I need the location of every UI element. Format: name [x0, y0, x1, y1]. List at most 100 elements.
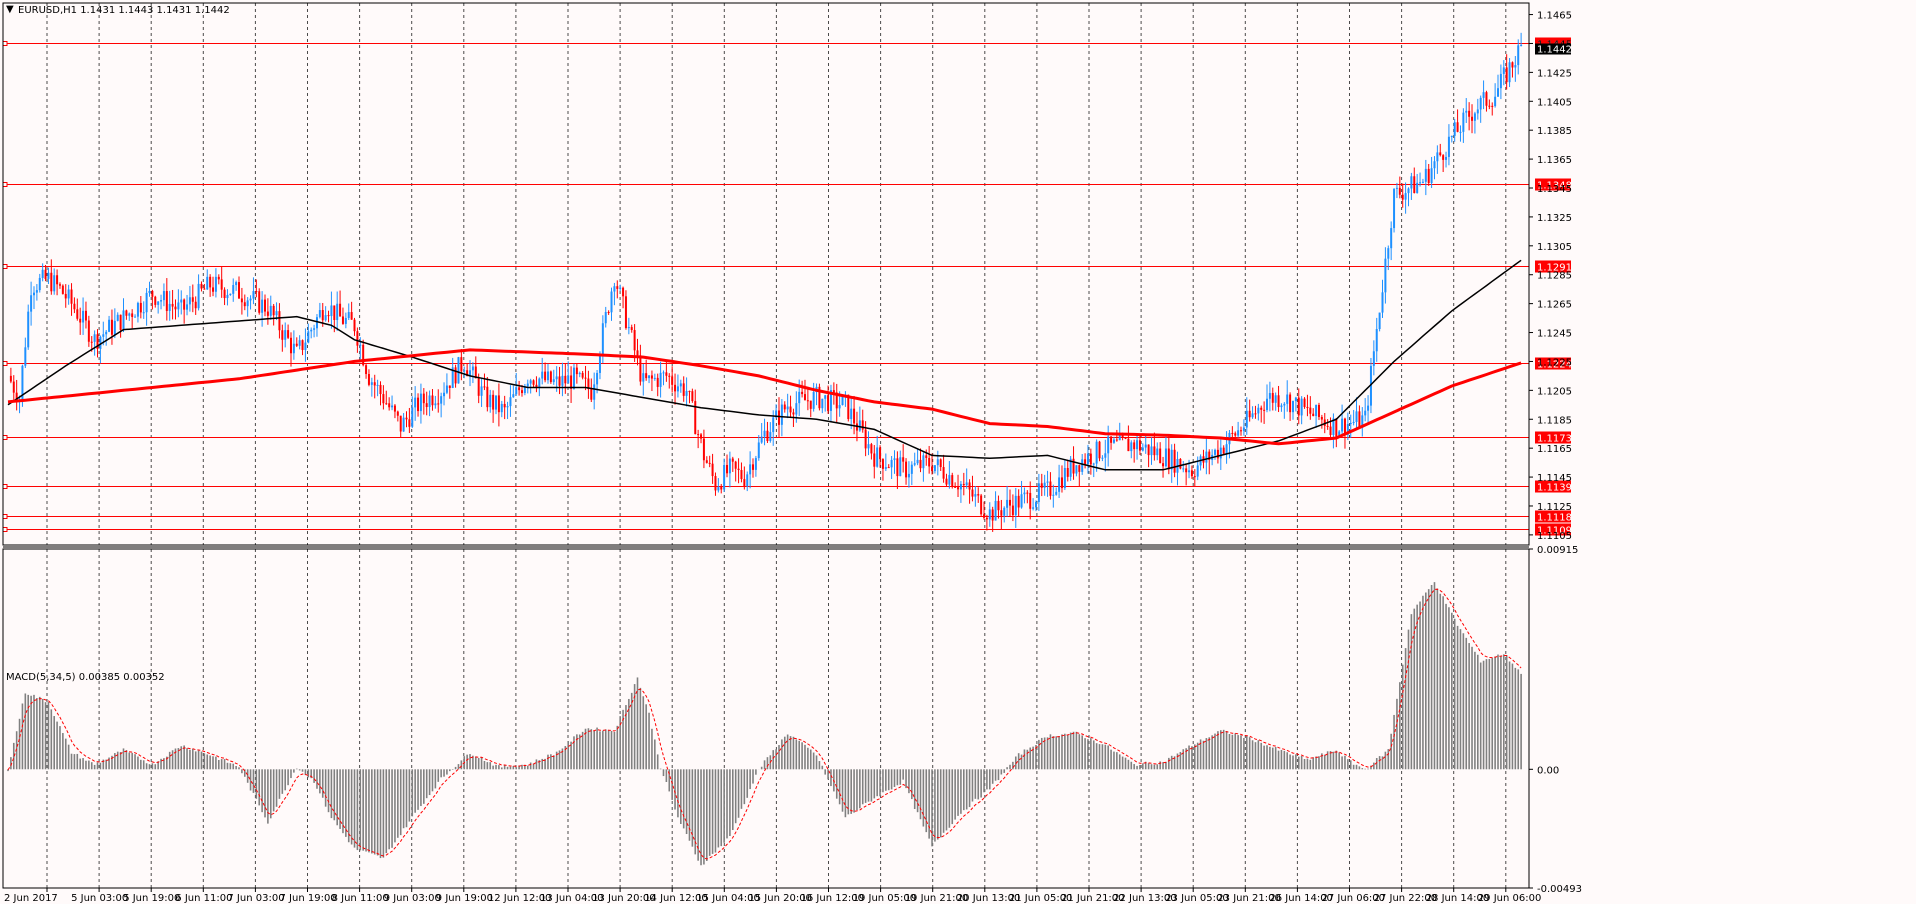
candle-body — [451, 367, 454, 388]
candle-body — [388, 403, 391, 408]
level-handle — [2, 361, 8, 366]
candle-body — [1023, 492, 1026, 495]
price-tick-label: 1.1285 — [1537, 271, 1572, 282]
candle-body — [327, 315, 330, 317]
menu-triangle-icon[interactable]: ▼ — [6, 4, 14, 15]
candle-body — [1436, 152, 1439, 162]
candle-body — [220, 279, 223, 290]
candle-body — [850, 408, 853, 420]
candle-body — [391, 405, 394, 408]
candle-body — [419, 393, 422, 412]
candle-body — [1060, 477, 1063, 489]
candle-body — [552, 379, 555, 383]
candle-body — [899, 457, 902, 477]
candle-body — [235, 282, 238, 286]
candle-body — [1144, 444, 1147, 448]
candle-body — [1517, 45, 1520, 66]
candle-body — [206, 276, 209, 290]
candle-body — [596, 372, 599, 385]
candle-body — [443, 392, 446, 397]
candle-body — [1447, 136, 1450, 157]
candle-body — [289, 337, 292, 354]
candle-body — [1309, 407, 1312, 414]
candle-body — [925, 455, 928, 458]
time-tick-label: 28 Jun 14:00 — [1426, 893, 1490, 904]
candle-body — [1280, 405, 1283, 408]
candle-body — [1395, 187, 1398, 189]
candle-body — [79, 318, 82, 323]
candle-body — [1367, 405, 1370, 411]
candle-body — [93, 334, 96, 342]
candle-body — [1003, 507, 1006, 516]
candle-body — [939, 459, 942, 468]
candle-body — [1052, 494, 1055, 496]
candle-body — [197, 283, 200, 309]
candle-body — [226, 294, 229, 299]
candle-body — [974, 494, 977, 497]
time-axis[interactable]: 2 Jun 2017 5 Jun 03:005 Jun 19:006 Jun 11… — [4, 888, 1541, 904]
candle-body — [1237, 430, 1240, 436]
candle-body — [1410, 176, 1413, 189]
candle-body — [1029, 492, 1032, 509]
candle-body — [457, 357, 460, 384]
candle-body — [145, 292, 148, 313]
level-price-tag — [1535, 431, 1571, 444]
candle-body — [113, 320, 116, 335]
candle-body — [994, 500, 997, 521]
candle-body — [102, 334, 105, 337]
candle-body — [301, 340, 304, 351]
candle-body — [567, 375, 570, 384]
candle-body — [1190, 470, 1193, 477]
candle-body — [200, 283, 203, 289]
candle-body — [607, 311, 610, 313]
candle-body — [858, 420, 861, 431]
level-price-tag — [1535, 357, 1571, 370]
price-tick-label: 1.1185 — [1537, 415, 1572, 426]
candle-body — [154, 296, 157, 305]
candle-body — [1167, 448, 1170, 470]
candle-body — [165, 291, 168, 311]
horizontal-levels[interactable]: 1.14451.13481.12911.12241.11731.11391.11… — [2, 37, 1572, 537]
candle-body — [67, 289, 70, 299]
candle-body — [1346, 424, 1349, 435]
candle-body — [619, 287, 622, 289]
macd-histogram — [7, 582, 1522, 866]
candle-body — [786, 406, 789, 410]
candle-body — [936, 459, 939, 466]
candle-body — [1069, 458, 1072, 477]
candle-body — [861, 420, 864, 430]
candle-body — [1208, 451, 1211, 460]
candle-body — [278, 311, 281, 331]
candle-body — [105, 331, 108, 335]
candle-body — [734, 461, 737, 469]
candle-body — [313, 328, 316, 330]
candle-body — [1098, 441, 1101, 459]
candle-body — [24, 347, 27, 366]
candle-body — [1508, 62, 1511, 83]
price-tick-label: 1.1365 — [1537, 155, 1572, 166]
candle-body — [229, 293, 232, 295]
candle-body — [1471, 116, 1474, 121]
main-pane-border — [2, 2, 1530, 546]
candle-body — [766, 430, 769, 442]
candle-body — [445, 385, 448, 393]
candle-body — [532, 380, 535, 385]
candle-body — [1462, 112, 1465, 132]
level-handle — [2, 514, 8, 519]
candle-body — [1242, 427, 1245, 431]
candle-body — [503, 403, 506, 408]
candle-body — [1032, 507, 1035, 509]
candle-body — [627, 327, 630, 329]
candle-body — [1341, 418, 1344, 432]
candle-body — [1104, 453, 1107, 458]
price-axis[interactable]: 1.14651.14451.14251.14051.13851.13651.13… — [1529, 11, 1582, 895]
candle-body — [1257, 407, 1260, 414]
price-tick-label: 1.1425 — [1537, 68, 1572, 79]
candle-body — [162, 291, 165, 301]
candle-body — [650, 375, 653, 379]
candle-body — [809, 400, 812, 409]
time-tick-label: 23 Jun 05:00 — [1165, 893, 1229, 904]
candle-body — [275, 311, 278, 316]
candle-body — [777, 410, 780, 425]
candle-body — [1017, 495, 1020, 508]
